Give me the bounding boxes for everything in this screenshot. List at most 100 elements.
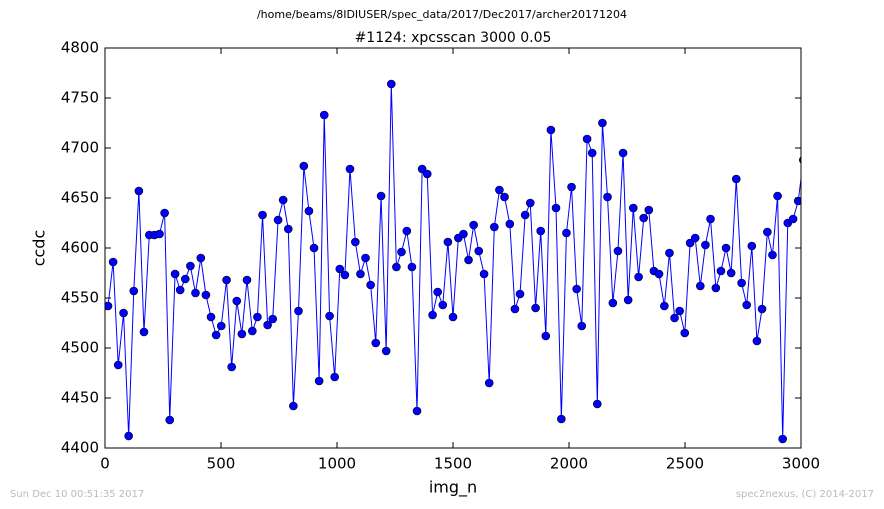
data-point bbox=[768, 250, 777, 260]
data-point bbox=[696, 281, 705, 291]
data-point bbox=[273, 215, 283, 225]
data-point bbox=[793, 196, 801, 206]
data-point bbox=[742, 300, 752, 310]
data-point bbox=[706, 214, 715, 224]
data-point bbox=[407, 262, 417, 272]
data-point bbox=[165, 415, 175, 425]
data-point bbox=[237, 329, 247, 339]
data-point bbox=[314, 376, 324, 386]
data-point bbox=[654, 269, 664, 279]
data-point bbox=[701, 240, 710, 250]
data-point bbox=[417, 164, 427, 174]
data-point bbox=[278, 195, 288, 205]
data-point bbox=[562, 228, 571, 238]
data-point bbox=[711, 283, 721, 293]
data-point bbox=[541, 331, 551, 341]
y-tick-label: 4700 bbox=[61, 139, 99, 157]
data-point bbox=[319, 110, 329, 120]
data-point bbox=[196, 253, 206, 263]
data-point bbox=[608, 298, 618, 308]
data-point bbox=[675, 306, 684, 316]
data-point bbox=[294, 306, 303, 316]
data-point bbox=[428, 310, 437, 320]
data-point bbox=[335, 264, 345, 274]
data-point bbox=[119, 308, 128, 318]
data-point bbox=[242, 275, 252, 285]
data-point bbox=[464, 255, 473, 265]
y-tick-label: 4450 bbox=[61, 389, 99, 407]
data-point bbox=[510, 304, 520, 314]
y-axis-label: ccdc bbox=[30, 230, 49, 267]
data-point bbox=[371, 338, 381, 348]
y-tick-label: 4600 bbox=[61, 239, 99, 257]
data-point bbox=[124, 431, 133, 441]
y-tick-label: 4550 bbox=[61, 289, 99, 307]
data-point bbox=[325, 311, 334, 321]
data-point bbox=[258, 210, 267, 220]
data-point bbox=[180, 274, 190, 284]
x-tick-label: 1500 bbox=[434, 455, 472, 473]
data-point bbox=[536, 226, 545, 236]
data-point bbox=[572, 284, 581, 294]
data-point bbox=[345, 164, 355, 174]
data-point bbox=[685, 238, 695, 248]
footer-right: spec2nexus, (C) 2014-2017 bbox=[736, 489, 874, 500]
data-point bbox=[139, 327, 149, 337]
data-point bbox=[469, 220, 478, 230]
x-tick-label: 0 bbox=[100, 455, 110, 473]
data-point bbox=[443, 237, 453, 247]
data-point bbox=[788, 214, 798, 224]
data-point bbox=[551, 203, 561, 213]
data-point bbox=[386, 79, 396, 89]
data-point bbox=[402, 226, 412, 236]
data-point bbox=[397, 247, 406, 257]
x-tick-label: 1000 bbox=[318, 455, 356, 473]
data-point bbox=[289, 401, 298, 411]
data-point bbox=[747, 241, 757, 251]
data-point bbox=[618, 148, 628, 158]
data-point bbox=[392, 262, 401, 272]
data-point bbox=[773, 191, 782, 201]
data-point bbox=[340, 270, 350, 280]
data-point bbox=[567, 182, 576, 192]
data-point bbox=[525, 198, 535, 208]
data-point bbox=[716, 266, 726, 276]
data-point bbox=[577, 321, 587, 331]
data-point bbox=[412, 406, 422, 416]
data-point bbox=[351, 237, 360, 247]
data-point bbox=[105, 301, 113, 311]
data-point bbox=[515, 289, 525, 299]
data-point bbox=[665, 248, 674, 258]
data-point bbox=[634, 272, 643, 282]
data-point bbox=[489, 222, 499, 232]
data-point bbox=[582, 134, 592, 144]
data-point bbox=[628, 203, 638, 213]
data-point bbox=[459, 229, 468, 239]
data-point bbox=[500, 192, 509, 202]
chart-title: #1124: xpcsscan 3000 0.05 bbox=[355, 30, 552, 46]
data-point bbox=[253, 312, 262, 322]
data-point bbox=[175, 285, 185, 295]
data-point bbox=[613, 246, 623, 256]
x-tick-label: 2500 bbox=[666, 455, 704, 473]
data-point bbox=[211, 330, 221, 340]
data-point bbox=[299, 161, 309, 171]
data-point bbox=[670, 313, 679, 323]
data-point bbox=[726, 268, 736, 278]
data-point bbox=[603, 192, 612, 202]
data-point bbox=[495, 185, 504, 195]
x-axis-label: img_n bbox=[429, 478, 477, 498]
data-point bbox=[737, 278, 746, 288]
data-point bbox=[448, 312, 458, 322]
data-point bbox=[113, 360, 123, 370]
data-point bbox=[216, 321, 226, 331]
data-point bbox=[304, 206, 314, 216]
suptitle: /home/beams/8IDIUSER/spec_data/2017/Dec2… bbox=[257, 8, 627, 21]
data-point bbox=[660, 301, 669, 311]
data-point bbox=[474, 246, 484, 256]
data-point bbox=[155, 229, 164, 239]
data-point bbox=[361, 253, 370, 263]
x-tick-label: 500 bbox=[207, 455, 236, 473]
y-tick-label: 4800 bbox=[61, 39, 99, 57]
